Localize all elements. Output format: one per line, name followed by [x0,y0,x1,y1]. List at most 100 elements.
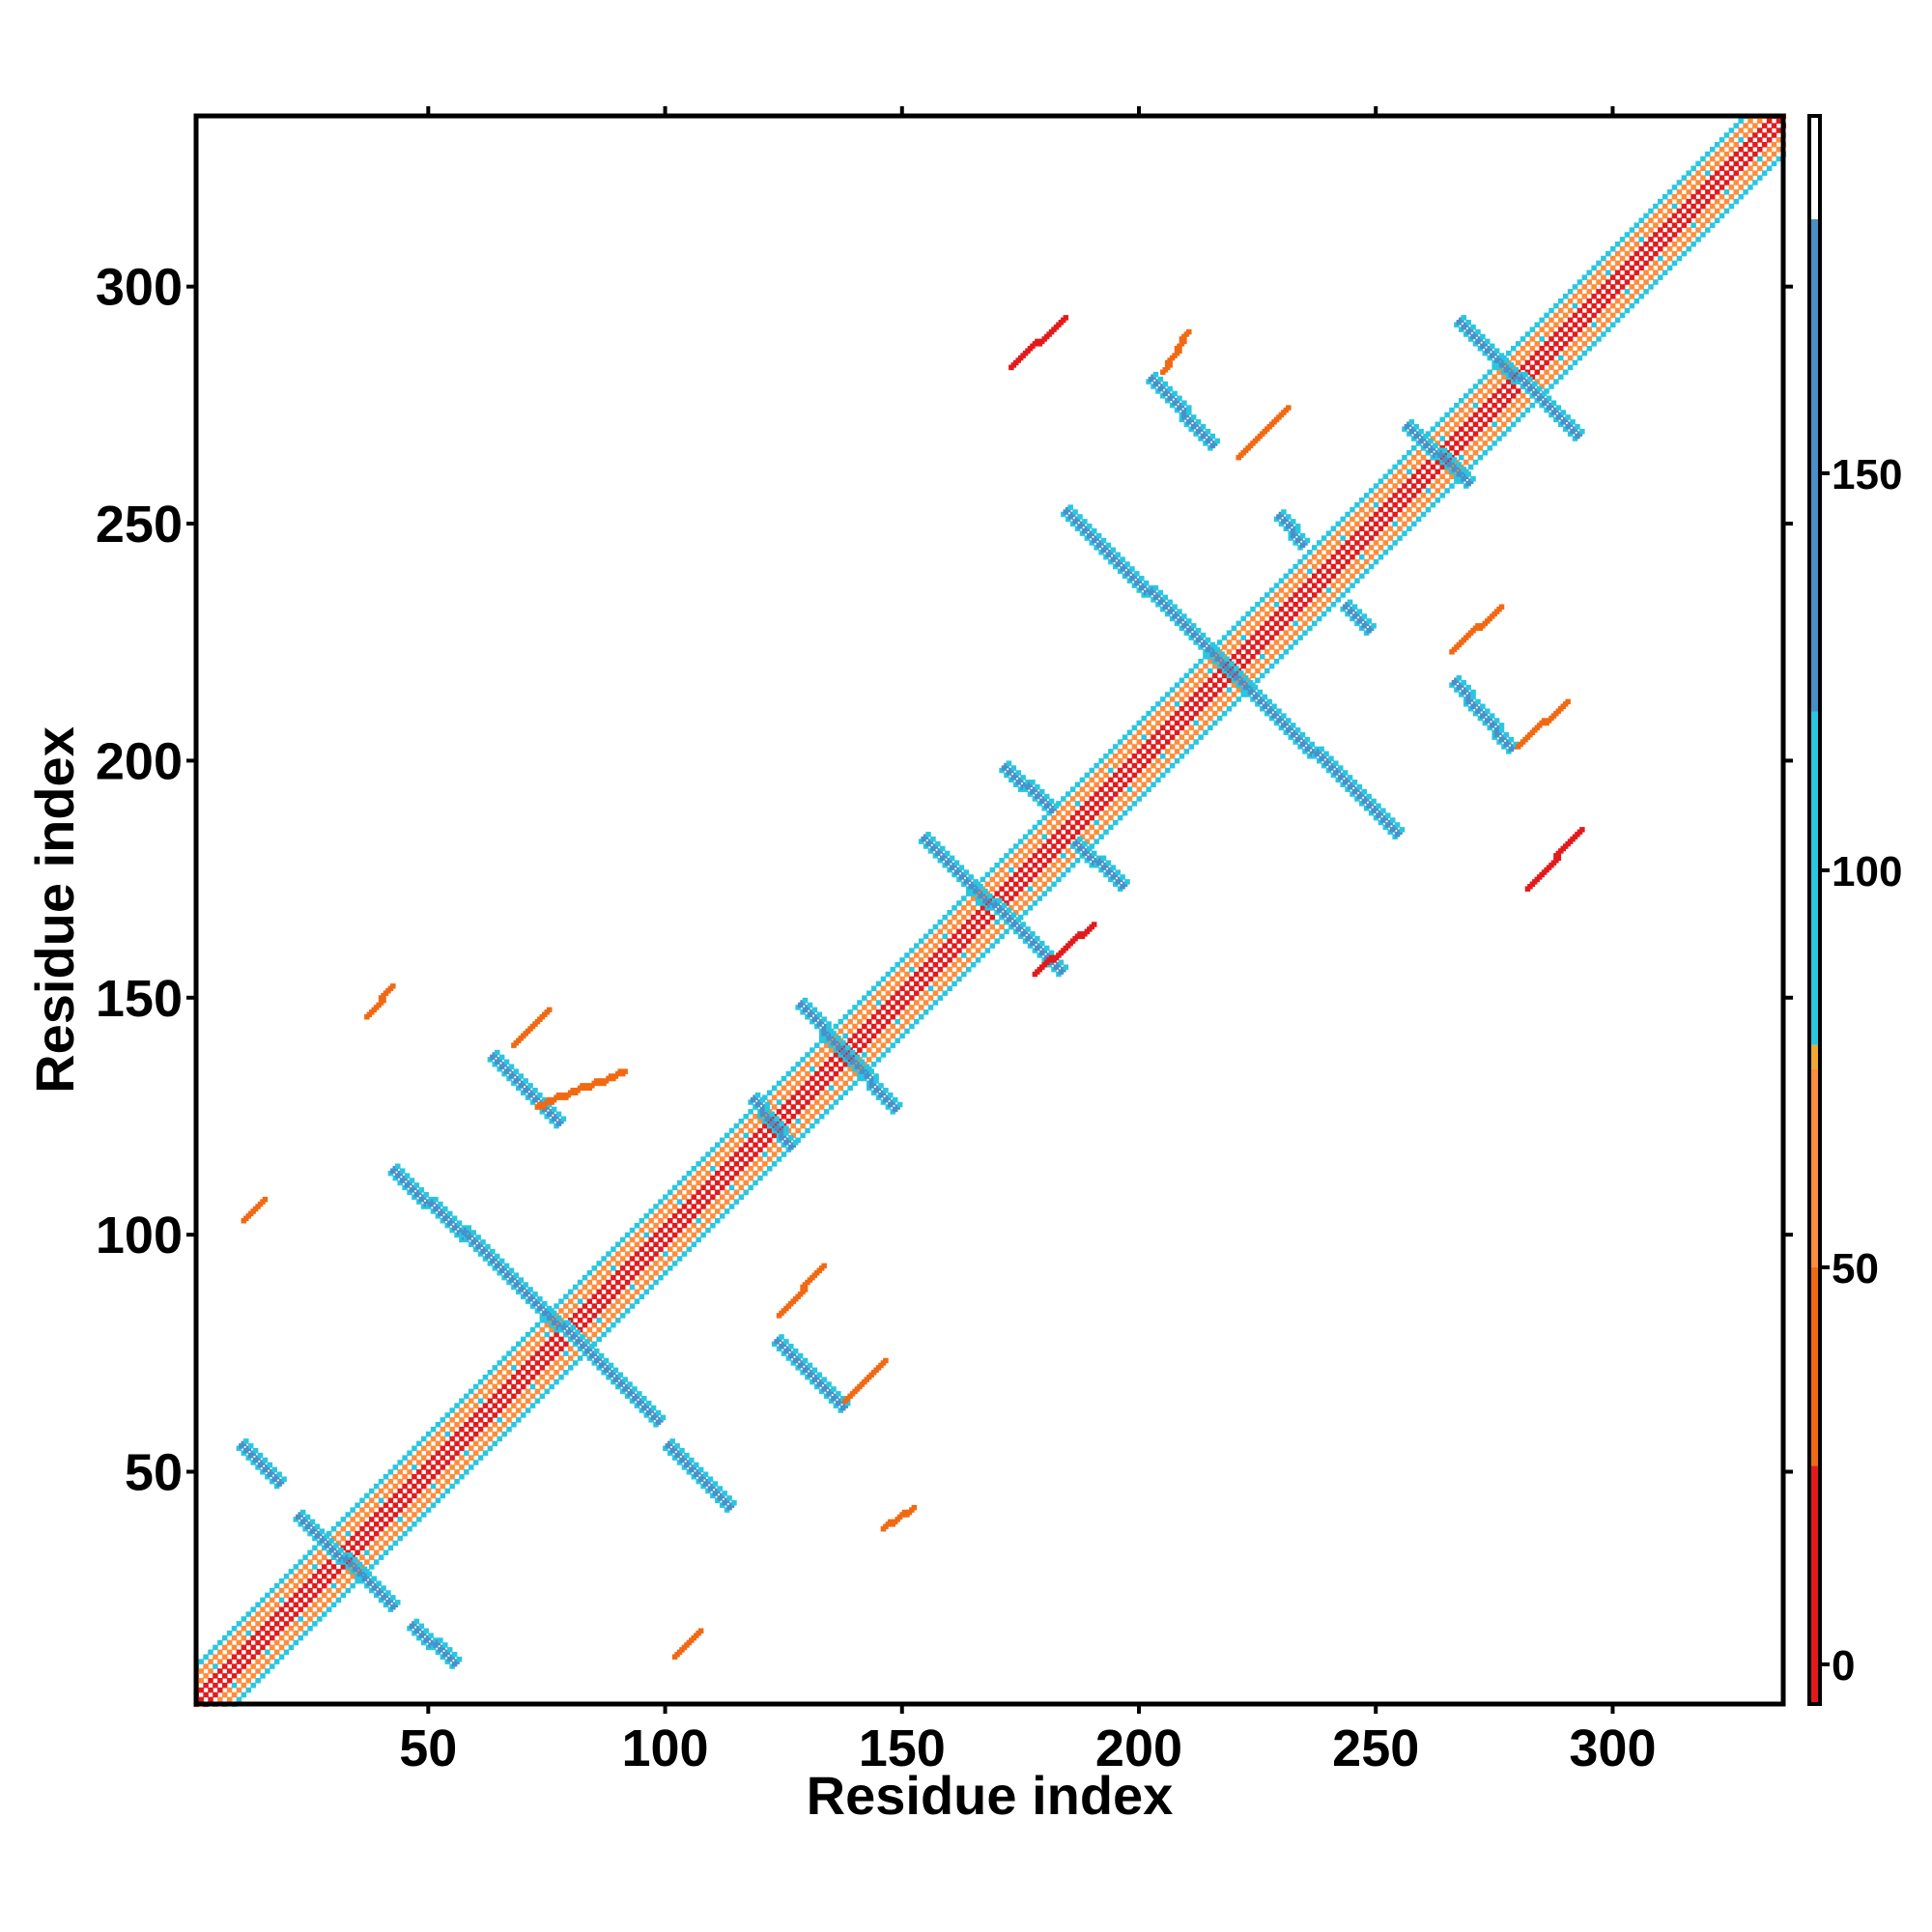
diagonal-cell [1515,341,1521,347]
diagonal-cell [818,1114,825,1120]
diagonal-cell [947,948,952,953]
diagonal-cell [1122,744,1128,750]
diagonal-cell [810,1065,815,1072]
diagonal-cell [1046,867,1052,873]
diagonal-cell [1312,620,1318,627]
diagonal-cell [1666,198,1673,205]
diagonal-cell [914,1000,920,1006]
diagonal-cell [506,1426,512,1433]
diagonal-cell [1577,289,1583,295]
diagonal-cell [1354,521,1360,527]
diagonal-cell [1425,497,1432,503]
diagonal-cell [994,881,1000,888]
diagonal-cell [464,1450,469,1456]
diagonal-cell [430,1435,437,1442]
diagonal-cell [335,1521,342,1527]
diagonal-cell [885,971,892,978]
diagonal-cell [1183,672,1190,679]
diagonal-cell [1482,421,1489,428]
diagonal-cell [1743,170,1748,176]
diagonal-cell [728,1137,735,1144]
diagonal-cell [676,1179,683,1186]
diagonal-cell [634,1279,640,1286]
diagonal-cell [1255,602,1261,608]
diagonal-cell [596,1279,602,1286]
diagonal-cell [1671,260,1678,267]
diagonal-cell [1084,781,1091,788]
diagonal-cell [1321,563,1327,570]
diagonal-cell [278,1587,285,1594]
strand-cell [1043,945,1050,952]
diagonal-cell [317,1577,323,1584]
diagonal-cell [283,1602,290,1607]
diagonal-cell [293,1574,299,1579]
diagonal-cell [1151,734,1156,740]
diagonal-cell [520,1393,526,1400]
diagonal-cell [715,1161,721,1167]
diagonal-cell [440,1435,446,1442]
diagonal-cell [1330,582,1337,588]
diagonal-cell [1037,848,1043,854]
diagonal-cell [648,1274,654,1281]
diagonal-cell [317,1597,323,1604]
diagonal-cell [1548,336,1554,342]
diagonal-cell [1700,222,1706,228]
diagonal-cell [1022,891,1029,896]
diagonal-cell [544,1341,550,1348]
strand-cell [1177,609,1182,614]
diagonal-cell [1681,175,1688,181]
diagonal-cell [1065,848,1071,854]
diagonal-cell [563,1303,569,1309]
diagonal-cell [1676,189,1683,195]
diagonal-cell [989,923,996,930]
strand-cell [627,1381,633,1387]
diagonal-cell [1103,781,1109,788]
diagonal-cell [477,1426,484,1433]
diagonal-cell [601,1321,607,1328]
diagonal-cell [1302,602,1308,608]
diagonal-cell [852,1023,858,1030]
diagonal-cell [923,952,929,958]
diagonal-cell [1183,682,1190,688]
diagonal-cell [1094,838,1099,844]
diagonal-cell [1733,151,1740,157]
diagonal-cell [1212,672,1218,679]
strand-cell [1465,320,1471,326]
diagonal-cell [208,1649,213,1656]
diagonal-cell [842,1062,848,1067]
diagonal-cell [213,1663,218,1669]
strand-cell [456,1656,463,1662]
diagonal-cell [1160,734,1166,740]
diagonal-cell [1553,341,1559,347]
diagonal-cell [525,1378,531,1385]
diagonal-cell [1212,710,1218,717]
diagonal-cell [932,971,939,978]
diagonal-cell [1297,597,1303,603]
diagonal-cell [444,1488,450,1494]
diagonal-cell [1325,568,1332,575]
diagonal-cell [444,1422,450,1428]
diagonal-cell [1643,242,1649,247]
diagonal-cell [539,1393,546,1400]
diagonal-cell [487,1378,494,1385]
diagonal-cell [425,1497,432,1504]
diagonal-cell [1638,245,1644,252]
diagonal-cell [549,1346,554,1351]
diagonal-cell [700,1166,706,1172]
diagonal-cell [970,895,977,901]
diagonal-cell [1373,511,1379,518]
diagonal-cell [795,1090,801,1095]
diagonal-cell [1293,573,1298,580]
diagonal-cell [1738,165,1744,172]
diagonal-cell [1719,137,1725,143]
strand-cell [1105,542,1112,549]
diagonal-cell [520,1365,526,1371]
diagonal-cell [1666,245,1673,252]
diagonal-cell [1151,762,1156,769]
diagonal-cell [1520,402,1526,409]
diagonal-cell [1415,497,1422,503]
strand-cell [423,1191,429,1198]
strand-cell [1252,684,1259,691]
diagonal-cell [288,1616,295,1622]
diagonal-cell [880,985,887,992]
